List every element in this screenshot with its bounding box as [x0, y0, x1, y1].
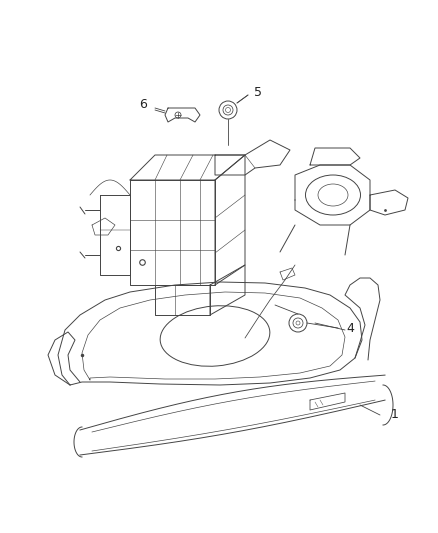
Text: 1: 1	[391, 408, 399, 422]
Text: 6: 6	[139, 99, 147, 111]
Text: 5: 5	[254, 85, 262, 99]
Text: 4: 4	[346, 321, 354, 335]
